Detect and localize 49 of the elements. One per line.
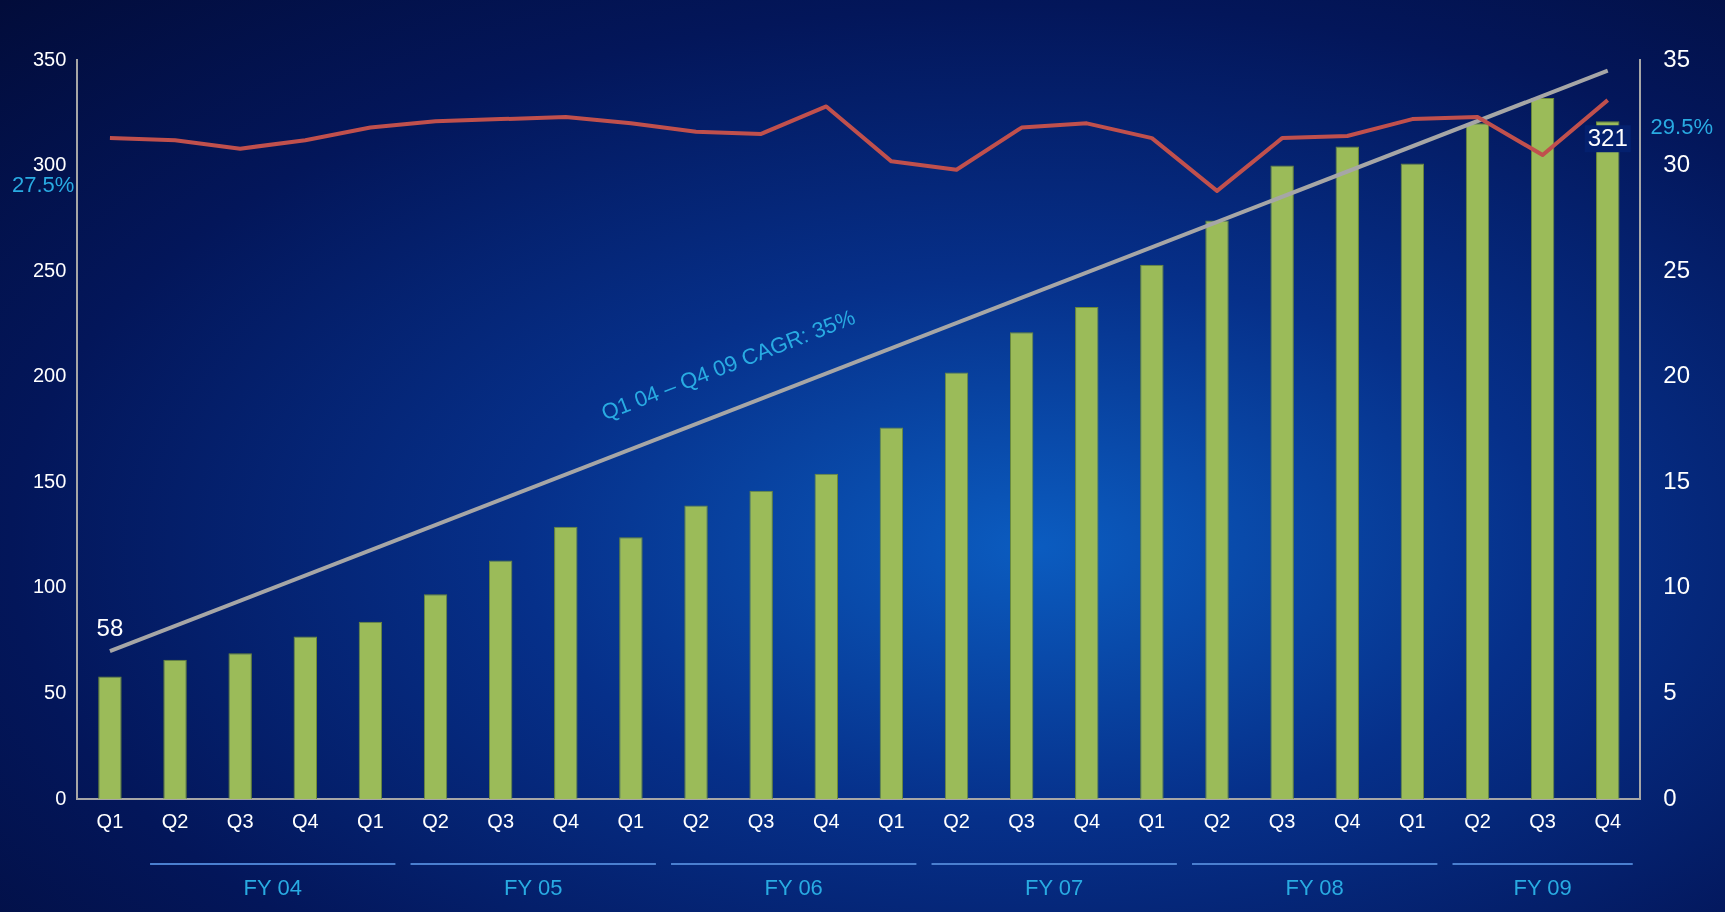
- x-tick-label: Q1: [96, 809, 124, 832]
- y-tick-label: 50: [44, 680, 67, 703]
- x-tick-label: Q2: [1464, 809, 1491, 832]
- y2-tick-label: 0: [1663, 783, 1677, 811]
- y2-tick-label: 5: [1663, 678, 1677, 706]
- y2-tick-label: 30: [1663, 150, 1691, 178]
- x-tick-label: Q3: [487, 809, 515, 832]
- y-tick-label: 200: [32, 364, 67, 387]
- x-tick-label: Q1: [1138, 809, 1166, 832]
- text: FY 05: [504, 875, 563, 901]
- y2-tick-label: 35: [1663, 44, 1691, 72]
- x-tick-label: Q3: [747, 809, 775, 832]
- x-tick-label: Q3: [1529, 809, 1556, 832]
- x-tick-label: Q4: [1594, 809, 1622, 832]
- text: 29.5%: [1650, 114, 1713, 140]
- y-tick-label: 0: [55, 786, 67, 809]
- x-tick-label: Q4: [1333, 809, 1361, 832]
- text: FY 07: [1025, 875, 1084, 901]
- text: FY 09: [1513, 875, 1572, 901]
- text: FY 04: [243, 875, 302, 901]
- data-label: 58: [96, 614, 124, 642]
- annotation: Q1 04 – Q4 09 CAGR: 35%: [597, 304, 859, 426]
- x-tick-label: Q3: [1268, 809, 1296, 832]
- x-tick-label: Q4: [812, 809, 840, 832]
- y-tick-label: 350: [32, 47, 67, 70]
- text: FY 08: [1285, 875, 1344, 901]
- x-tick-label: Q1: [878, 809, 905, 832]
- x-tick-label: Q2: [943, 809, 970, 832]
- x-tick-label: Q4: [1073, 809, 1101, 832]
- x-tick-label: Q4: [552, 809, 580, 832]
- y2-tick-label: 10: [1663, 572, 1691, 600]
- x-tick-label: Q1: [357, 809, 384, 832]
- y2-tick-label: 15: [1663, 466, 1691, 494]
- x-tick-label: Q2: [1203, 809, 1231, 832]
- y2-tick-label: 20: [1663, 361, 1691, 389]
- y-tick-label: 150: [32, 469, 67, 492]
- x-tick-label: Q2: [422, 809, 449, 832]
- x-tick-label: Q3: [1008, 809, 1035, 832]
- x-tick-label: Q4: [291, 809, 319, 832]
- text: FY 06: [764, 875, 823, 901]
- x-tick-label: Q1: [1399, 809, 1426, 832]
- x-tick-label: Q2: [161, 809, 189, 832]
- y2-tick-label: 25: [1663, 255, 1691, 283]
- x-tick-label: Q1: [617, 809, 645, 832]
- data-label: 321: [1587, 123, 1628, 151]
- y-tick-label: 250: [32, 258, 67, 281]
- y-tick-label: 100: [32, 575, 67, 598]
- x-tick-label: Q2: [682, 809, 710, 832]
- x-tick-label: Q3: [226, 809, 254, 832]
